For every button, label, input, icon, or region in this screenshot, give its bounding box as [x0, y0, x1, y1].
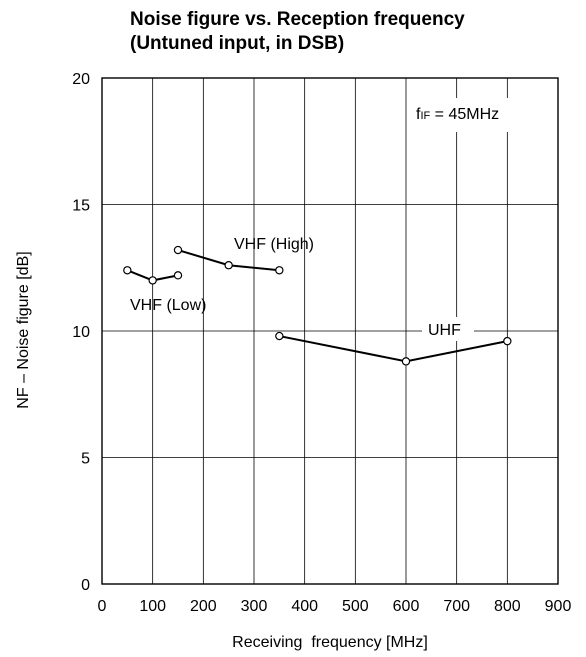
if-annotation-main: f — [416, 106, 421, 123]
data-point — [275, 331, 284, 341]
if-annotation: fIF = 45MHz — [408, 98, 546, 132]
y-tick-label: 10 — [72, 324, 90, 341]
x-axis-label: Receiving frequency [MHz] — [232, 634, 428, 651]
y-tick-label: 5 — [81, 451, 90, 468]
series-label: VHF (High) — [234, 236, 314, 253]
grid — [102, 78, 558, 584]
chart-title: Noise figure vs. Reception frequency — [130, 9, 465, 30]
series-labels: VHF (Low) VHF (High) UHF — [130, 236, 474, 341]
y-tick-label: 15 — [72, 198, 90, 215]
data-point — [173, 271, 183, 280]
x-tick-label: 0 — [98, 598, 107, 615]
x-tick-label: 800 — [494, 598, 521, 615]
data-point — [275, 266, 284, 275]
chart-title-block: Noise figure vs. Reception frequency (Un… — [130, 8, 580, 56]
x-tick-label: 500 — [342, 598, 369, 615]
data-point — [224, 261, 233, 270]
series-label-bg — [422, 317, 474, 341]
plot-frame — [101, 77, 559, 585]
if-annotation-sub: IF — [420, 110, 430, 122]
series-label: VHF (Low) — [130, 297, 206, 314]
data-point — [173, 245, 183, 255]
data-point — [123, 266, 132, 275]
svg-text:fIF = 45MHz: fIF = 45MHz — [416, 106, 499, 123]
data-point — [148, 276, 157, 285]
tick-labels: 0 100 200 300 400 500 600 700 800 900 0 5 10 15 20 — [72, 71, 571, 615]
series-label: UHF — [428, 322, 461, 339]
chart-subtitle: (Untuned input, in DSB) — [130, 33, 345, 54]
x-tick-label: 400 — [291, 598, 318, 615]
x-tick-label: 600 — [393, 598, 420, 615]
data-point — [401, 357, 411, 366]
x-tick-label: 300 — [241, 598, 268, 615]
x-tick-label: 900 — [545, 598, 572, 615]
y-tick-label: 20 — [72, 71, 90, 88]
series-group — [123, 245, 512, 366]
if-annotation-rest: = 45MHz — [430, 106, 499, 123]
data-point — [503, 336, 512, 346]
y-axis-label: NF – Noise figure [dB] — [15, 251, 32, 408]
x-tick-label: 700 — [443, 598, 470, 615]
x-tick-label: 200 — [190, 598, 217, 615]
y-tick-label: 0 — [81, 577, 90, 594]
x-tick-label: 100 — [139, 598, 166, 615]
